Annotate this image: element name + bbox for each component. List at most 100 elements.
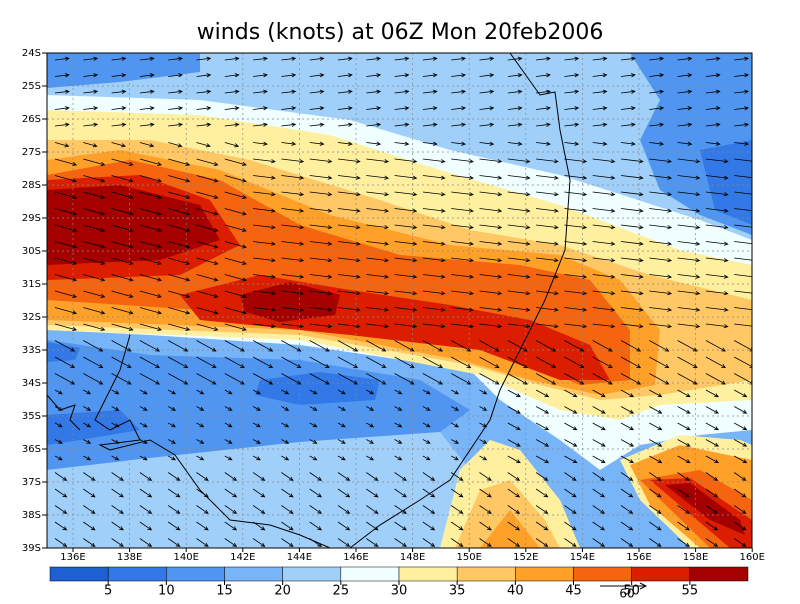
wind-arrow [564, 241, 588, 246]
wind-arrow [705, 472, 719, 481]
wind-arrow [337, 323, 361, 329]
wind-arrow [479, 274, 503, 279]
wind-arrow [252, 406, 261, 411]
wind-arrow [451, 257, 474, 263]
wind-arrow [224, 373, 245, 385]
latitude-label: 34S [22, 378, 41, 389]
wind-arrow [507, 488, 521, 498]
wind-arrow [451, 406, 460, 411]
colorbar-label: 55 [682, 584, 699, 599]
wind-arrow [592, 241, 616, 246]
wind-arrow [224, 340, 245, 352]
wind-arrow [705, 257, 729, 263]
wind-arrow [564, 538, 577, 547]
wind-arrow [620, 422, 635, 431]
wind-arrow [649, 106, 665, 111]
wind-arrow [507, 340, 528, 352]
wind-arrow [196, 373, 217, 385]
wind-arrow [734, 323, 752, 327]
wind-arrow [366, 56, 382, 61]
wind-arrow [309, 340, 330, 352]
wind-arrow [479, 505, 492, 514]
wind-arrow [394, 106, 410, 111]
wind-arrow [168, 158, 191, 166]
wind-arrow [620, 257, 644, 263]
wind-arrow [252, 439, 261, 444]
wind-arrow [224, 356, 245, 368]
wind-arrow [677, 455, 691, 464]
wind-arrow [705, 389, 719, 398]
wind-arrow [450, 472, 464, 481]
latitude-label: 33S [22, 345, 41, 356]
wind-arrow [564, 439, 578, 447]
wind-arrow [366, 389, 375, 395]
wind-arrow [677, 389, 691, 398]
wind-arrow [224, 158, 247, 166]
wind-arrow [224, 422, 233, 428]
wind-arrow [734, 389, 748, 398]
wind-arrow [366, 455, 375, 461]
wind-speed-contour [47, 340, 470, 470]
wind-arrow [168, 224, 191, 232]
wind-arrow [83, 439, 92, 444]
wind-arrow [394, 455, 403, 461]
wind-arrow [139, 175, 162, 183]
wind-arrow [705, 191, 729, 197]
wind-arrow [734, 241, 752, 245]
wind-arrow [394, 389, 403, 395]
wind-arrow [168, 340, 189, 352]
wind-arrow [337, 538, 351, 547]
wind-arrow [196, 142, 211, 148]
wind-arrow [281, 373, 302, 385]
wind-arrow [281, 538, 294, 547]
wind-arrow [252, 356, 274, 368]
wind-arrow [734, 290, 752, 294]
wind-arrow [507, 241, 531, 246]
wind-arrow [451, 175, 474, 180]
colorbar-segment [166, 566, 225, 582]
wind-arrow [677, 472, 690, 481]
wind-arrow [564, 73, 580, 78]
wind-arrow [620, 224, 644, 230]
wind-arrow [536, 241, 559, 246]
wind-arrow [536, 141, 551, 146]
wind-arrow [620, 191, 644, 197]
wind-arrow [168, 290, 191, 298]
wind-arrow [422, 208, 446, 213]
wind-arrow [111, 122, 127, 127]
wind-arrow [705, 356, 727, 368]
wind-arrow [252, 422, 261, 428]
wind-arrow [649, 175, 673, 180]
wind-arrow [705, 122, 721, 127]
wind-arrow [281, 89, 297, 94]
wind-arrow [139, 241, 162, 249]
wind-arrow [620, 290, 644, 296]
wind-arrow [309, 241, 333, 246]
wind-arrow [422, 307, 446, 312]
wind-arrow [649, 521, 662, 531]
wind-arrow [111, 356, 132, 368]
wind-arrow [83, 241, 106, 249]
wind-arrow [422, 224, 446, 230]
wind-arrow [705, 455, 719, 464]
wind-arrow [394, 158, 418, 164]
wind-arrow [281, 455, 290, 461]
wind-arrow [394, 175, 418, 180]
wind-arrow [564, 158, 588, 164]
wind-arrow [422, 241, 446, 246]
wind-arrow [366, 521, 379, 531]
wind-arrow [451, 191, 474, 197]
wind-arrow [422, 422, 431, 428]
wind-arrow [734, 422, 748, 431]
wind-arrow [422, 257, 446, 263]
wind-arrow [564, 141, 580, 146]
wind-arrow [54, 73, 70, 78]
wind-arrow [83, 208, 106, 216]
longitude-label: 152E [513, 552, 538, 563]
wind-arrow [337, 356, 359, 368]
wind-arrow [507, 208, 531, 213]
wind-arrow [83, 122, 99, 127]
wind-arrow [649, 274, 673, 279]
wind-arrow [224, 389, 233, 395]
wind-arrow [111, 389, 120, 395]
